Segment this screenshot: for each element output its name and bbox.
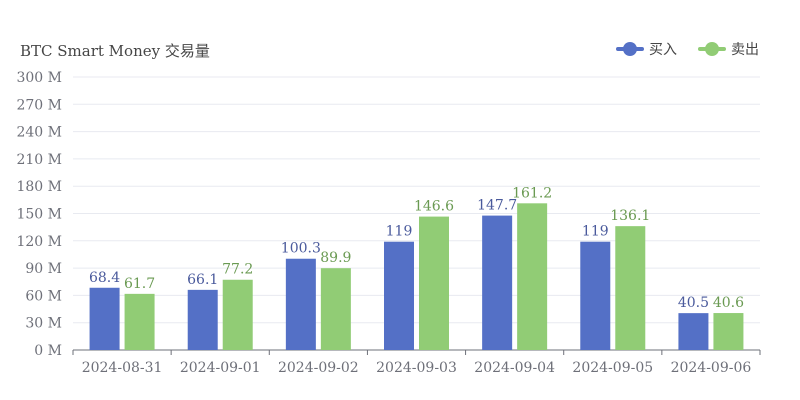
y-tick-label: 90 M bbox=[25, 261, 62, 277]
legend-marker-icon bbox=[705, 42, 719, 56]
data-label: 119 bbox=[386, 224, 413, 240]
data-label: 161.2 bbox=[512, 185, 552, 201]
grid-lines bbox=[73, 76, 760, 324]
x-tick-label: 2024-09-02 bbox=[278, 360, 359, 376]
data-label: 40.5 bbox=[678, 295, 709, 311]
x-axis: 2024-08-31 2024-09-01 2024-09-02 2024-09-03… bbox=[72, 349, 761, 376]
bar-sell[interactable] bbox=[222, 279, 253, 350]
x-tick-label: 2024-09-01 bbox=[180, 360, 261, 376]
bar-buy[interactable] bbox=[89, 287, 120, 350]
data-label: 66.1 bbox=[187, 272, 218, 288]
data-label: 146.6 bbox=[414, 199, 454, 215]
bar-sell[interactable] bbox=[124, 293, 155, 350]
bar-sell[interactable] bbox=[615, 226, 646, 350]
x-tick-label: 2024-08-31 bbox=[82, 360, 163, 376]
data-label: 89.9 bbox=[320, 250, 351, 266]
bar-sell[interactable] bbox=[320, 268, 351, 350]
x-tick-label: 2024-09-03 bbox=[376, 360, 457, 376]
bar-buy[interactable] bbox=[187, 289, 218, 350]
data-label: 68.4 bbox=[89, 270, 120, 286]
data-label: 136.1 bbox=[610, 208, 650, 224]
legend-label: 买入 bbox=[649, 42, 677, 58]
legend-label: 卖出 bbox=[731, 42, 759, 58]
y-tick-label: 0 M bbox=[34, 343, 62, 359]
data-label: 40.6 bbox=[713, 295, 744, 311]
y-tick-label: 270 M bbox=[16, 97, 62, 113]
legend[interactable]: 买入 卖出 bbox=[616, 42, 759, 58]
bar-buy[interactable] bbox=[384, 241, 414, 350]
data-label: 61.7 bbox=[124, 276, 155, 292]
y-tick-label: 180 M bbox=[16, 179, 62, 195]
y-tick-label: 300 M bbox=[16, 70, 62, 86]
bar-buy[interactable] bbox=[285, 258, 316, 350]
bar-sell[interactable] bbox=[517, 203, 548, 350]
y-tick-label: 120 M bbox=[16, 234, 62, 250]
legend-marker-icon bbox=[623, 42, 637, 56]
legend-item-buy[interactable]: 买入 bbox=[616, 42, 677, 58]
data-label: 119 bbox=[582, 224, 609, 240]
y-tick-label: 210 M bbox=[16, 152, 62, 168]
data-label: 77.2 bbox=[222, 262, 253, 278]
y-tick-label: 150 M bbox=[16, 207, 62, 223]
bar-buy[interactable] bbox=[482, 215, 513, 350]
y-tick-label: 60 M bbox=[25, 288, 62, 304]
y-tick-label: 30 M bbox=[25, 316, 62, 332]
bar-sell[interactable] bbox=[419, 216, 449, 350]
bar-buy[interactable] bbox=[580, 241, 611, 350]
x-tick-label: 2024-09-05 bbox=[572, 360, 653, 376]
y-axis: 0 M 30 M 60 M 90 M 120 M 150 M 180 M 210 M 240 M… bbox=[16, 70, 62, 359]
data-label: 147.7 bbox=[477, 198, 517, 214]
chart-title: BTC Smart Money 交易量 bbox=[20, 42, 210, 60]
bars bbox=[89, 203, 744, 350]
x-tick-label: 2024-09-06 bbox=[671, 360, 752, 376]
legend-item-sell[interactable]: 卖出 bbox=[698, 42, 759, 58]
x-tick-label: 2024-09-04 bbox=[474, 360, 555, 376]
bar-buy[interactable] bbox=[678, 313, 709, 350]
bar-sell[interactable] bbox=[713, 313, 744, 350]
data-label: 100.3 bbox=[281, 241, 321, 257]
y-tick-label: 240 M bbox=[16, 125, 62, 141]
